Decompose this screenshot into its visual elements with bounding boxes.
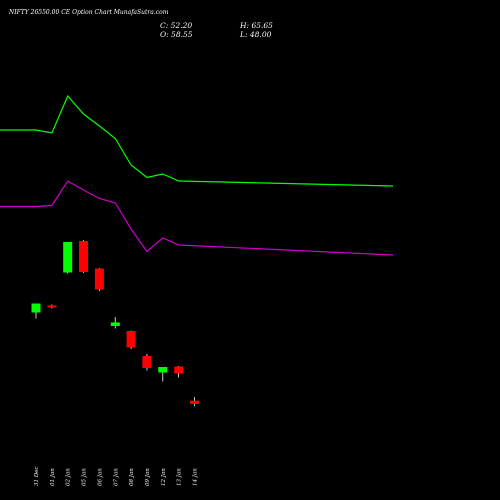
candle-body bbox=[63, 242, 73, 273]
x-tick-label: 07 Jan bbox=[113, 468, 119, 486]
x-tick-label: 01 Jan bbox=[50, 468, 56, 486]
candle-body bbox=[174, 366, 184, 374]
x-tick-label: 08 Jan bbox=[129, 468, 135, 486]
upper-band-line bbox=[0, 94, 394, 187]
candles bbox=[31, 240, 199, 406]
candle bbox=[47, 304, 57, 309]
open-value: O: 58.55 bbox=[160, 30, 193, 39]
x-axis-labels: 31 Dec 01 Jan 02 Jan 05 Jan 06 Jan 07 Jan 08 J… bbox=[34, 467, 199, 487]
candle bbox=[110, 317, 120, 329]
candle-body bbox=[31, 303, 41, 313]
candle bbox=[158, 367, 168, 382]
x-tick-label: 12 Jan bbox=[161, 468, 167, 486]
x-tick-label: 05 Jan bbox=[82, 468, 88, 486]
candle bbox=[63, 242, 73, 274]
x-tick-label: 13 Jan bbox=[177, 468, 183, 486]
candle-body bbox=[158, 367, 168, 373]
lower-band-line bbox=[0, 180, 394, 256]
candle-body bbox=[142, 356, 152, 368]
candle bbox=[79, 240, 88, 273]
candle-body bbox=[126, 331, 136, 348]
candle-body bbox=[79, 241, 88, 272]
candle bbox=[94, 268, 104, 291]
candle bbox=[126, 330, 136, 349]
x-tick-label: 14 Jan bbox=[193, 468, 199, 486]
x-tick-label: 06 Jan bbox=[97, 468, 103, 486]
candle bbox=[31, 303, 41, 319]
high-value: H: 65.65 bbox=[240, 21, 273, 30]
low-value: L: 48.00 bbox=[240, 30, 272, 39]
candle bbox=[190, 397, 199, 406]
close-value: C: 52.20 bbox=[160, 21, 193, 30]
x-tick-label: 09 Jan bbox=[145, 468, 151, 486]
chart-title: NIFTY 26550.00 CE Option Chart MunafaSut… bbox=[9, 9, 169, 16]
candle-body bbox=[94, 268, 104, 290]
band-lines bbox=[0, 94, 394, 256]
candle-body bbox=[190, 400, 199, 404]
candle-body bbox=[47, 305, 57, 308]
candle-body bbox=[110, 322, 120, 326]
x-tick-label: 31 Dec bbox=[34, 467, 40, 487]
x-tick-label: 02 Jan bbox=[66, 468, 72, 486]
candle bbox=[174, 366, 184, 378]
candle bbox=[142, 354, 152, 371]
